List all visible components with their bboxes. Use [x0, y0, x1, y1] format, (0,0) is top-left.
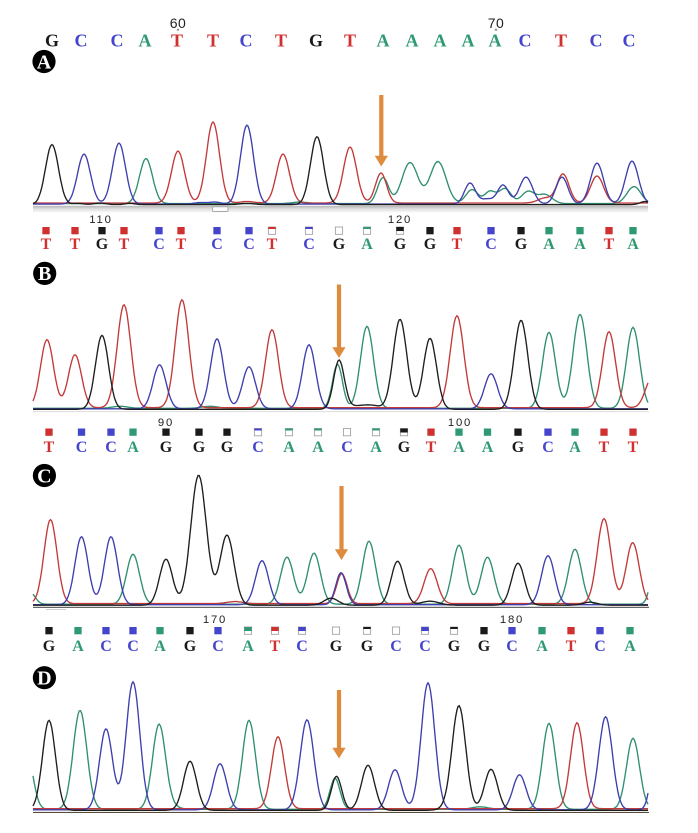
svg-text:A: A [462, 31, 475, 51]
svg-text:G: G [184, 638, 197, 655]
svg-text:A: A [370, 439, 382, 456]
svg-text:A: A [377, 31, 390, 51]
svg-text:C: C [594, 638, 606, 655]
svg-text:D: D [37, 668, 51, 690]
svg-text:C: C [390, 638, 402, 655]
svg-text:T: T [176, 236, 187, 253]
svg-text:G: G [478, 638, 491, 655]
svg-text:C: C [212, 638, 224, 655]
svg-text:T: T [426, 439, 437, 456]
svg-text:C: C [76, 439, 88, 456]
svg-text:110: 110 [89, 214, 112, 226]
svg-text:T: T [44, 439, 55, 456]
svg-text:120: 120 [388, 214, 412, 226]
svg-text:C: C [240, 31, 253, 51]
svg-text:G: G [43, 638, 56, 655]
svg-text:T: T [555, 31, 567, 51]
svg-text:A: A [574, 236, 586, 253]
svg-text:C: C [252, 439, 264, 456]
svg-text:G: G [515, 236, 528, 253]
svg-text:A: A [482, 439, 494, 456]
svg-text:A: A [453, 439, 465, 456]
svg-text:C: C [127, 638, 139, 655]
svg-text:60: 60 [170, 15, 187, 31]
svg-text:A: A [283, 439, 295, 456]
svg-text:G: G [160, 439, 173, 456]
svg-text:G: G [424, 236, 437, 253]
svg-text:C: C [211, 236, 223, 253]
svg-text:T: T [452, 236, 463, 253]
svg-text:C: C [506, 638, 518, 655]
svg-text:A: A [154, 638, 166, 655]
svg-text:A: A [624, 638, 636, 655]
svg-text:70: 70 [488, 15, 505, 31]
svg-text:A: A [37, 51, 52, 73]
svg-text:A: A [127, 439, 139, 456]
svg-text:T: T [344, 31, 356, 51]
svg-text:C: C [623, 31, 636, 51]
svg-text:G: G [398, 439, 411, 456]
svg-text:T: T [70, 236, 81, 253]
svg-text:G: G [333, 236, 346, 253]
svg-text:A: A [627, 236, 639, 253]
svg-text:C: C [100, 638, 112, 655]
svg-text:T: T [566, 638, 577, 655]
svg-text:T: T [171, 31, 183, 51]
svg-text:T: T [275, 31, 287, 51]
svg-text:B: B [38, 263, 51, 285]
svg-text:C: C [243, 236, 255, 253]
svg-text:C: C [111, 31, 124, 51]
svg-text:G: G [221, 439, 234, 456]
svg-text:A: A [312, 439, 324, 456]
svg-text:G: G [309, 31, 323, 51]
svg-text:T: T [628, 439, 639, 456]
svg-text:G: G [45, 31, 59, 51]
svg-text:C: C [419, 638, 431, 655]
svg-text:A: A [361, 236, 373, 253]
svg-text:A: A [543, 236, 555, 253]
svg-text:A: A [139, 31, 152, 51]
svg-text:C: C [542, 439, 554, 456]
svg-text:T: T [599, 439, 610, 456]
svg-text:T: T [119, 236, 130, 253]
svg-text:T: T [207, 31, 219, 51]
svg-text:C: C [519, 31, 532, 51]
svg-text:C: C [75, 31, 88, 51]
svg-text:G: G [96, 236, 109, 253]
svg-text:C: C [303, 236, 315, 253]
svg-text:100: 100 [448, 417, 472, 429]
svg-text:G: G [193, 439, 206, 456]
svg-text:C: C [341, 439, 353, 456]
svg-text:G: G [448, 638, 461, 655]
svg-text:A: A [569, 439, 581, 456]
svg-text:180: 180 [500, 614, 524, 626]
svg-text:A: A [242, 638, 254, 655]
svg-text:C: C [296, 638, 308, 655]
svg-text:C: C [590, 31, 603, 51]
svg-text:A: A [489, 31, 502, 51]
svg-text:G: G [394, 236, 407, 253]
svg-text:A: A [72, 638, 84, 655]
svg-text:G: G [361, 638, 374, 655]
svg-text:170: 170 [203, 614, 227, 626]
svg-text:A: A [536, 638, 548, 655]
svg-text:A: A [434, 31, 447, 51]
svg-text:T: T [270, 638, 281, 655]
svg-text:T: T [41, 236, 52, 253]
svg-text:C: C [37, 465, 51, 487]
svg-text:T: T [267, 236, 278, 253]
svg-text:G: G [330, 638, 343, 655]
svg-text:T: T [604, 236, 615, 253]
svg-text:C: C [105, 439, 117, 456]
svg-text:G: G [512, 439, 525, 456]
svg-text:C: C [153, 236, 165, 253]
svg-text:A: A [406, 31, 419, 51]
svg-text:C: C [485, 236, 497, 253]
svg-text:90: 90 [158, 417, 174, 429]
